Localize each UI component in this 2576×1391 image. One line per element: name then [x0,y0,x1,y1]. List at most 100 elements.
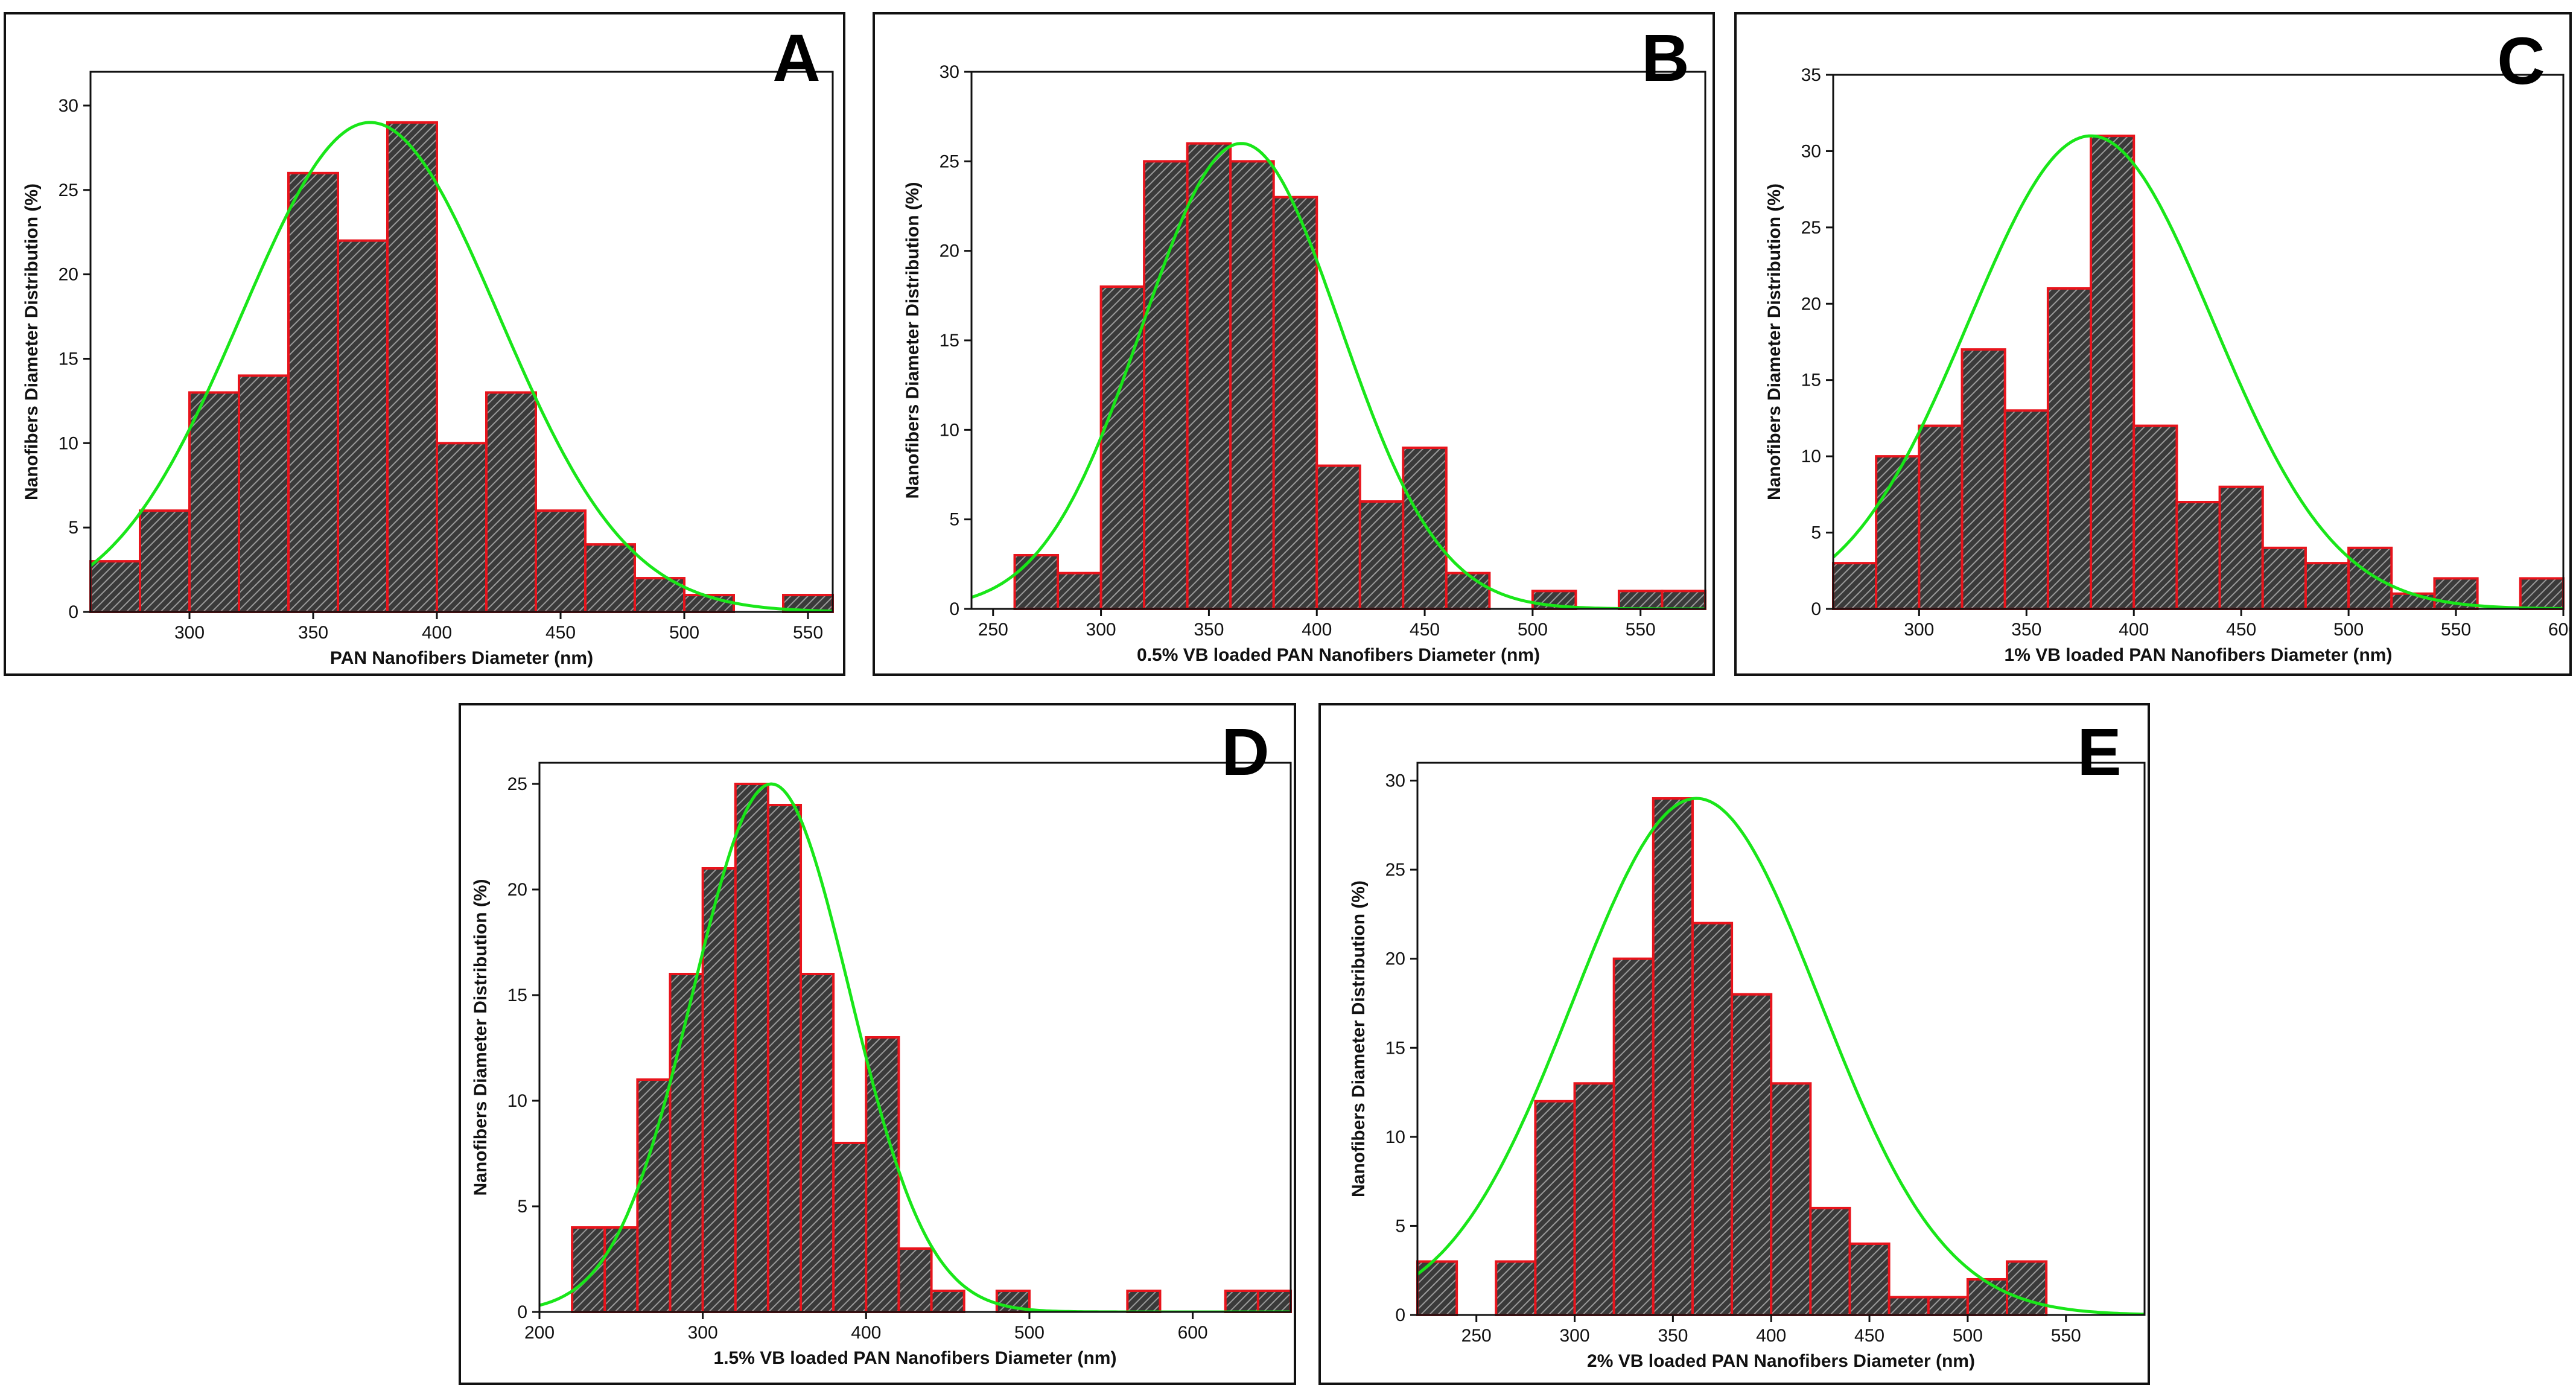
histogram-bar [2218,485,2264,611]
x-axis-label: 1.5% VB loaded PAN Nanofibers Diameter (… [714,1348,1117,1368]
x-tick-label: 300 [1086,620,1116,640]
y-tick-label: 0 [68,602,78,622]
histogram-bar [386,121,438,613]
y-tick-label: 10 [59,433,78,453]
histogram-bar [2390,592,2436,611]
histogram-bar [2347,546,2393,610]
histogram-bar [535,509,587,613]
x-tick-label: 400 [1756,1326,1786,1346]
histogram-bar [1887,1296,1930,1317]
histogram-bar [139,509,191,613]
y-tick-label: 30 [940,62,959,82]
histogram-bar [669,973,704,1313]
histogram-bar [2046,287,2093,610]
histogram-bar [1770,1082,1812,1317]
histogram-bar [1612,957,1655,1316]
y-tick-label: 35 [1801,65,1821,85]
x-tick-label: 300 [1904,620,1934,640]
chart-svg: 250 300 350 400 450 500 550 0 5 10 15 20 25 30 0.5% VB… [903,21,1706,665]
histogram-bar [2003,409,2049,610]
histogram-bar [1832,562,1878,611]
x-tick-label: 550 [793,623,823,643]
histogram-bar [1691,921,1734,1317]
histogram-bar [571,1226,606,1313]
x-tick-label: 500 [1518,620,1548,640]
chart-panel-d: 200 300 400 500 600 0 5 10 15 20 25 1.5% VB loaded … [459,703,1296,1385]
x-axis-label: 1% VB loaded PAN Nanofibers Diameter (nm… [2005,645,2393,665]
y-tick-label: 25 [1801,218,1821,238]
histogram-bar [1224,1290,1259,1313]
histogram-bar [800,973,835,1313]
histogram-bar [1057,571,1102,611]
y-tick-label: 25 [1385,860,1405,880]
histogram-bar [1617,590,1664,610]
histogram-bar [1927,1296,1969,1317]
y-tick-label: 10 [507,1091,527,1111]
x-tick-label: 400 [1302,620,1332,640]
histogram-bar [1445,571,1491,611]
gaussian-fit-curve [972,142,1705,609]
x-tick-label: 400 [422,623,452,643]
x-tick-label: 600 [2548,620,2569,640]
chart-svg: 300 350 400 450 500 550 600 0 5 10 15 20 25 30 35 1% VB… [1764,24,2569,665]
y-tick-label: 20 [940,241,959,261]
gaussian-fit-curve [91,121,833,612]
chart-panel-c: 300 350 400 450 500 550 600 0 5 10 15 20 25 30 35 1% VB… [1734,12,2572,676]
x-tick-label: 450 [1854,1326,1884,1346]
y-tick-label: 10 [1801,447,1821,466]
x-tick-label: 500 [669,623,699,643]
histogram-bar [89,560,141,613]
y-axis-label: Nanofibers Diameter Distribution (%) [1764,183,1784,500]
chart-panel-b: 250 300 350 400 450 500 550 0 5 10 15 20 25 30 0.5% VB… [873,12,1715,676]
x-tick-label: 500 [1014,1323,1045,1343]
histogram-bar [1809,1206,1851,1316]
histogram-bar [2132,424,2178,610]
y-axis-label: Nanofibers Diameter Distribution (%) [903,182,923,498]
x-tick-label: 500 [1953,1326,1983,1346]
x-axis-label: PAN Nanofibers Diameter (nm) [330,648,593,668]
histogram-bar [832,1142,868,1313]
y-tick-label: 0 [949,599,959,619]
y-tick-label: 30 [1385,771,1405,791]
y-axis-label: Nanofibers Diameter Distribution (%) [471,879,491,1195]
y-tick-label: 15 [59,349,78,369]
histogram-bar [897,1247,933,1313]
histogram-bar [1652,797,1694,1316]
y-axis-label: Nanofibers Diameter Distribution (%) [1349,880,1369,1197]
y-tick-label: 0 [517,1302,527,1322]
y-tick-label: 5 [1395,1216,1405,1236]
histogram-bar [1731,993,1773,1317]
y-tick-label: 5 [949,510,959,530]
histogram-bar [1186,142,1232,610]
plot-frame [89,71,834,613]
histogram-bar [1143,160,1189,611]
histogram-bar [1256,1290,1292,1313]
chart-panel-a: 300 350 400 450 500 550 0 5 10 15 20 25 30 PAN Nanofi… [4,12,845,676]
y-tick-label: 20 [507,880,527,900]
x-tick-label: 550 [2051,1326,2081,1346]
histogram-bar [1272,196,1318,610]
y-tick-label: 25 [59,180,78,200]
y-tick-label: 15 [940,331,959,351]
histogram-bar [1358,500,1405,610]
histogram-bar [2304,562,2350,611]
histogram-bar [1918,424,1964,610]
histogram-bar [584,543,636,613]
y-tick-label: 20 [59,265,78,285]
y-tick-label: 5 [68,518,78,538]
chart-svg: 200 300 400 500 600 0 5 10 15 20 25 1.5% VB loaded … [471,715,1292,1368]
histogram-bar [188,391,240,613]
histogram-bar [1495,1260,1537,1316]
histogram-bar [603,1226,639,1313]
histogram-bar [287,171,339,613]
histogram-bar [436,442,488,613]
histogram-bar [485,391,537,613]
x-tick-label: 500 [2333,620,2364,640]
x-tick-label: 200 [524,1323,555,1343]
y-tick-label: 15 [1801,371,1821,390]
histogram-bar [2006,1260,2048,1316]
histogram-bar [337,239,389,613]
histogram-bar [636,1078,672,1313]
panel-letter: E [2077,715,2121,789]
x-axis-label: 0.5% VB loaded PAN Nanofibers Diameter (… [1137,645,1540,665]
